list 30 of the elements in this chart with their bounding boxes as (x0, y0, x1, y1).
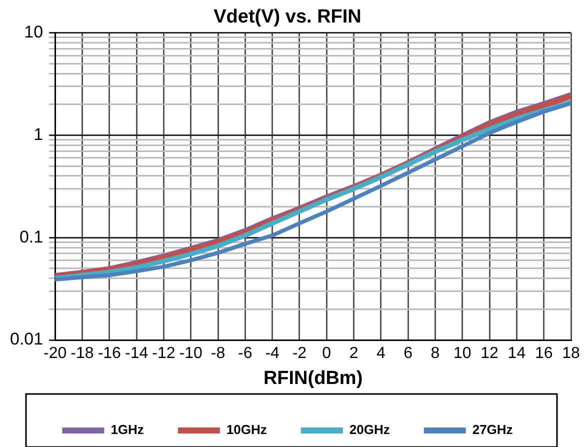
chart-title: Vdet(V) vs. RFIN (214, 6, 362, 28)
x-tick-label: 18 (562, 345, 580, 362)
x-tick-label: 12 (480, 345, 499, 362)
legend-label: 20GHz (349, 422, 390, 438)
y-tick-label: 0.1 (19, 227, 44, 246)
x-tick-label: -12 (152, 345, 176, 362)
x-tick-label: -8 (210, 345, 226, 362)
x-tick-label: -16 (98, 345, 122, 362)
x-tick-label: 4 (376, 345, 386, 362)
x-tick-label: 10 (453, 345, 472, 362)
x-tick-label: 14 (508, 345, 526, 362)
x-tick-label: -20 (44, 345, 67, 362)
x-axis-title: RFIN(dBm) (263, 368, 363, 389)
y-tick-label: 0.01 (10, 330, 44, 349)
x-tick-label: -4 (265, 345, 280, 362)
x-tick-label: -10 (179, 345, 203, 362)
x-tick-label: 16 (534, 345, 553, 362)
x-tick-label: -2 (292, 345, 307, 362)
legend-label: 10GHz (226, 422, 268, 438)
x-tick-label: -6 (238, 345, 252, 362)
x-tick-label: -14 (124, 345, 148, 362)
y-tick-label: 1 (34, 124, 44, 144)
legend-label: 27GHz (472, 422, 514, 438)
x-tick-label: -18 (70, 345, 94, 362)
x-tick-label: 0 (322, 345, 332, 362)
x-tick-label: 2 (349, 345, 358, 362)
y-tick-label: 10 (24, 22, 44, 42)
x-tick-label: 8 (430, 345, 440, 362)
legend-label: 1GHz (110, 422, 144, 438)
x-tick-label: 6 (404, 345, 413, 362)
